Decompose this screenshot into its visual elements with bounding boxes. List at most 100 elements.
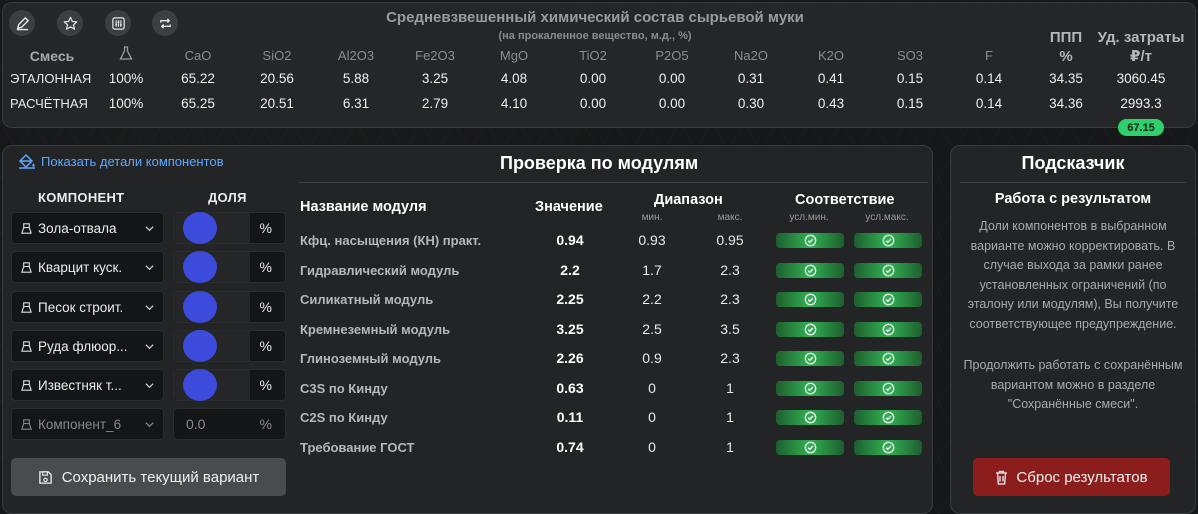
match-min-indicator [776,439,844,455]
cost-diff-badge: 67.15 [1118,119,1164,136]
slider-handle[interactable] [183,369,217,401]
cell: 0.14 [975,71,1003,86]
module-range-min: 0 [648,379,656,396]
module-value: 3.25 [556,320,584,337]
cell: 0.43 [817,96,845,111]
cell-cost: 2993.3 [1120,96,1162,111]
module-range-max: 2.3 [720,261,740,278]
slider-handle[interactable] [183,291,217,323]
component-select[interactable]: Руда флюор... [11,330,164,362]
check-circle-icon [804,323,816,335]
check-circle-icon [804,441,816,453]
check-circle-icon [804,382,816,394]
module-range-min: 0.93 [638,232,666,248]
col-header: Al2O3 [337,48,375,63]
component-name: Руда флюор... [38,338,128,354]
cell: 4.08 [500,71,528,86]
module-value: 0.63 [556,379,584,396]
match-max-indicator [854,380,922,396]
component-select[interactable]: Зола-отвала [11,212,164,244]
match-max-indicator [854,351,922,366]
modules-title: Проверка по модулям [500,153,699,173]
component-select[interactable]: Компонент_6 [11,408,164,440]
row-reference-label: ЭТАЛОННАЯ [10,71,92,86]
share-slider[interactable]: % [173,212,286,244]
match-max-indicator [854,439,922,455]
edit-icon [16,16,29,30]
divider [298,182,928,183]
flask-icon [119,46,133,64]
paint-bucket-icon [18,153,35,169]
show-details-link[interactable]: Показать детали компонентов [18,153,224,169]
check-circle-icon [882,323,894,335]
percent-sign: % [259,220,272,236]
match-min-indicator [776,321,844,337]
chevron-down-icon [145,226,154,232]
match-min-indicator [776,262,844,278]
check-circle-icon [882,293,894,306]
cell-ppp: 34.36 [1049,96,1083,111]
module-name: Кремнеземный модуль [300,321,451,337]
module-range-min: 0 [648,409,656,425]
component-header: КОМПОНЕНТ [38,190,125,205]
cell: 0.31 [737,71,765,86]
component-name: Компонент_6 [38,416,122,432]
favorite-button[interactable] [57,10,83,36]
module-range-min: 0.9 [642,350,662,366]
composition-subtitle: (на прокаленное вещество, м.д., %) [498,30,692,42]
module-value: 2.25 [556,291,584,307]
save-variant-button[interactable]: Сохранить текущий вариант [11,458,286,496]
share-value[interactable]: 0.0 [186,416,206,432]
chevron-down-icon [145,344,154,350]
share-slider[interactable]: % [173,330,286,362]
settings-button[interactable] [105,10,131,36]
module-name: Кфц. насыщения (КН) практ. [300,233,482,248]
cell-cost: 3060.45 [1116,71,1166,86]
cell: 0.00 [579,71,607,86]
component-select[interactable]: Песок строит. [11,291,164,323]
module-name: Требование ГОСТ [300,439,415,455]
show-details-label[interactable]: Показать детали компонентов [41,153,224,169]
save-variant-label: Сохранить текущий вариант [61,468,260,486]
reset-results-label: Сброс результатов [1016,468,1148,486]
chevron-down-icon [145,305,154,311]
share-slider[interactable]: % [173,251,286,283]
module-range-max: 2.3 [720,291,740,307]
hints-paragraph: Доли компонентов в выбранном варианте мо… [967,219,1179,331]
cell: 0.41 [817,71,845,86]
module-range-max: 1 [726,409,734,425]
percent-sign: % [259,299,272,315]
percent-sign: % [259,259,272,275]
match-max-indicator [854,233,922,248]
slider-handle[interactable] [183,212,217,244]
match-min-indicator [776,233,844,248]
trash-icon [996,470,1008,485]
cell: 3.25 [421,71,449,86]
match-min-indicator [776,351,844,366]
match-max-indicator [854,292,922,307]
mix-header: Смесь [29,48,75,64]
share-slider[interactable]: % [173,369,286,401]
repeat-button[interactable] [152,10,178,36]
component-name: Песок строит. [38,299,124,315]
share-slider[interactable]: % [173,291,286,323]
module-value: 0.74 [556,438,584,455]
module-name: Силикатный модуль [300,292,434,307]
share-header: ДОЛЯ [208,190,247,205]
slider-handle[interactable] [183,330,217,362]
ppp-header: ППП% [1049,29,1083,65]
module-range-min: 2.2 [642,291,662,307]
hints-title: Подсказчик [1021,153,1125,173]
share-input[interactable]: 0.0 % [173,408,286,440]
cell: 20.51 [260,96,294,111]
col-module-match: Соответствие [795,192,895,208]
reset-results-button[interactable]: Сброс результатов [973,458,1170,496]
save-icon [38,470,52,484]
slider-handle[interactable] [183,251,217,283]
flask-icon [21,340,32,352]
col-module-name: Название модуля [300,199,427,215]
flask-icon [21,261,32,273]
component-select[interactable]: Кварцит куск. [11,251,164,283]
edit-button[interactable] [9,10,35,36]
component-select[interactable]: Известняк т... [11,369,164,401]
